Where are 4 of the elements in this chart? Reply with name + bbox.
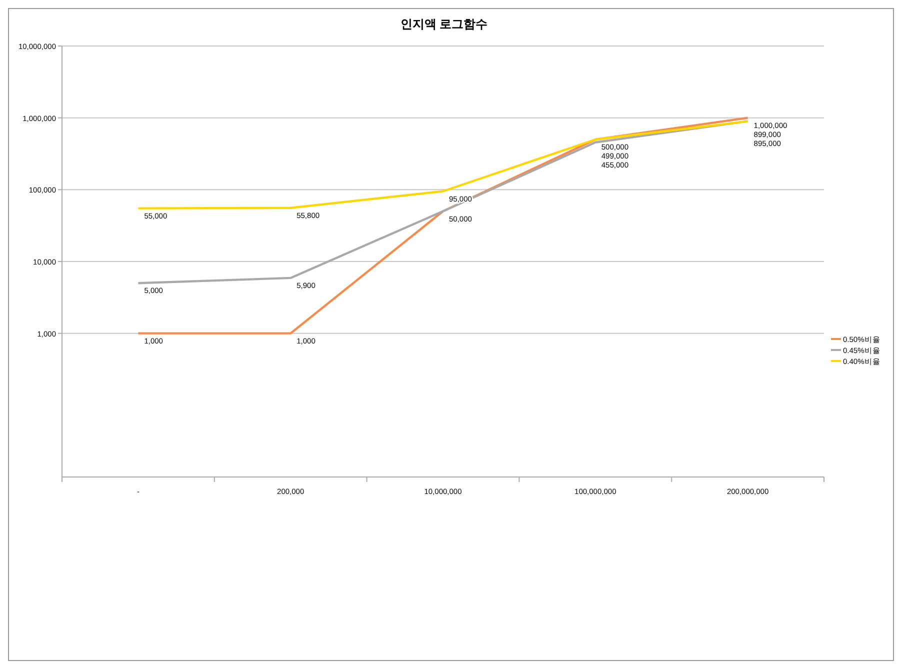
line-series <box>137 120 749 284</box>
line-series <box>137 116 749 334</box>
line-series <box>137 120 749 210</box>
chart-title: 인지액 로그함수 <box>400 17 488 31</box>
